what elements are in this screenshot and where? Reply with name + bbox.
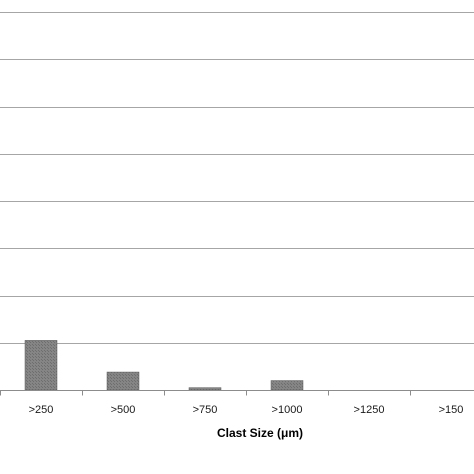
bar: [24, 340, 58, 391]
x-tick-label: >500: [111, 404, 136, 416]
x-axis-title: Clast Size (μm): [217, 426, 303, 440]
x-tick-labels: >250 >500 >750 >1000 >1250 >150: [29, 404, 464, 416]
bar: [270, 380, 304, 391]
bar: [188, 387, 222, 391]
x-tick-label: >250: [29, 404, 54, 416]
gridlines: [0, 12, 474, 344]
x-tick-label: >1250: [354, 404, 385, 416]
bar: [106, 371, 140, 391]
x-tick-label: >1000: [272, 404, 303, 416]
x-tick-label: >150: [439, 404, 464, 416]
x-tick-label: >750: [193, 404, 218, 416]
bars: [24, 340, 304, 391]
x-axis: [0, 390, 474, 396]
